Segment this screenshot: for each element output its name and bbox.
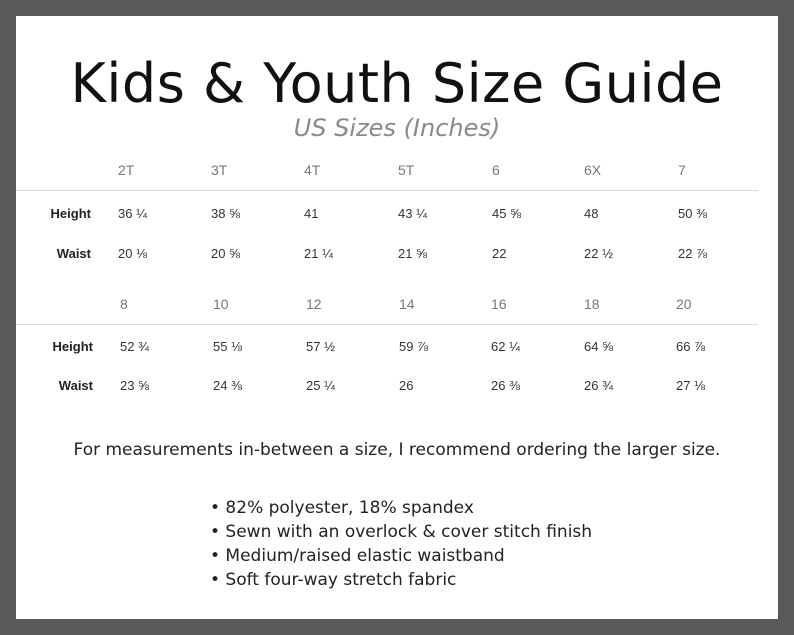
row-label: Waist — [58, 378, 93, 393]
table-divider — [16, 324, 758, 325]
row-label: Waist — [56, 246, 91, 261]
height-cell: 64 ⅝ — [584, 339, 613, 354]
waist-cell: 22 ½ — [584, 246, 613, 261]
size-header-cell: 14 — [399, 296, 415, 312]
height-cell: 59 ⅞ — [399, 339, 428, 354]
height-cell: 50 ⅜ — [678, 206, 707, 221]
feature-item: • 82% polyester, 18% spandex — [210, 498, 474, 518]
page-title: Kids & Youth Size Guide — [70, 52, 724, 115]
size-guide-sheet: Kids & Youth Size Guide US Sizes (Inches… — [16, 16, 778, 619]
waist-cell: 20 ⅝ — [211, 246, 240, 261]
waist-row: Waist 23 ⅝ 24 ⅜ 25 ¼ 26 26 ⅜ 26 ¾ 27 ⅛ — [16, 378, 778, 398]
row-label: Height — [50, 206, 91, 221]
size-table-toddler: 2T 3T 4T 5T 6 6X 7 Height 36 ¼ 38 ⅝ 41 4… — [16, 162, 778, 282]
height-cell: 55 ⅛ — [213, 339, 242, 354]
waist-cell: 26 ⅜ — [491, 378, 520, 393]
waist-row: Waist 20 ⅛ 20 ⅝ 21 ¼ 21 ⅝ 22 22 ½ 22 ⅞ — [16, 246, 778, 266]
height-cell: 41 — [304, 206, 319, 221]
feature-item: • Sewn with an overlock & cover stitch f… — [210, 522, 593, 542]
size-header-cell: 18 — [584, 296, 600, 312]
waist-cell: 25 ¼ — [306, 378, 335, 393]
size-header-cell: 3T — [211, 162, 228, 178]
size-header-cell: 10 — [213, 296, 229, 312]
waist-cell: 22 — [492, 246, 507, 261]
waist-cell: 26 — [399, 378, 414, 393]
waist-cell: 24 ⅜ — [213, 378, 242, 393]
size-header-cell: 16 — [491, 296, 507, 312]
size-header-cell: 20 — [676, 296, 692, 312]
height-cell: 48 — [584, 206, 599, 221]
page-subtitle: US Sizes (Inches) — [293, 114, 501, 142]
waist-cell: 21 ¼ — [304, 246, 333, 261]
feature-item: • Medium/raised elastic waistband — [210, 546, 505, 566]
feature-item: • Soft four-way stretch fabric — [210, 570, 457, 590]
height-row: Height 36 ¼ 38 ⅝ 41 43 ¼ 45 ⅝ 48 50 ⅜ — [16, 206, 778, 226]
size-header-cell: 4T — [304, 162, 321, 178]
size-header-cell: 6X — [584, 162, 602, 178]
size-header-cell: 8 — [120, 296, 128, 312]
row-label: Height — [52, 339, 93, 354]
height-cell: 52 ¾ — [120, 339, 149, 354]
size-header-row: 8 10 12 14 16 18 20 — [16, 296, 778, 316]
table-divider — [16, 190, 758, 191]
height-cell: 66 ⅞ — [676, 339, 705, 354]
size-header-cell: 5T — [398, 162, 415, 178]
height-cell: 57 ½ — [306, 339, 335, 354]
size-header-row: 2T 3T 4T 5T 6 6X 7 — [16, 162, 778, 182]
size-header-cell: 7 — [678, 162, 686, 178]
height-cell: 62 ¼ — [491, 339, 520, 354]
waist-cell: 27 ⅛ — [676, 378, 705, 393]
size-header-cell: 2T — [118, 162, 135, 178]
height-row: Height 52 ¾ 55 ⅛ 57 ½ 59 ⅞ 62 ¼ 64 ⅝ 66 … — [16, 339, 778, 359]
height-cell: 38 ⅝ — [211, 206, 240, 221]
size-table-youth: 8 10 12 14 16 18 20 Height 52 ¾ 55 ⅛ 57 … — [16, 296, 778, 416]
waist-cell: 20 ⅛ — [118, 246, 147, 261]
waist-cell: 22 ⅞ — [678, 246, 707, 261]
sizing-note: For measurements in-between a size, I re… — [73, 440, 721, 460]
size-header-cell: 12 — [306, 296, 322, 312]
waist-cell: 21 ⅝ — [398, 246, 427, 261]
height-cell: 45 ⅝ — [492, 206, 521, 221]
height-cell: 43 ¼ — [398, 206, 427, 221]
height-cell: 36 ¼ — [118, 206, 147, 221]
waist-cell: 23 ⅝ — [120, 378, 149, 393]
waist-cell: 26 ¾ — [584, 378, 613, 393]
feature-list: • 82% polyester, 18% spandex • Sewn with… — [210, 496, 592, 592]
size-header-cell: 6 — [492, 162, 500, 178]
